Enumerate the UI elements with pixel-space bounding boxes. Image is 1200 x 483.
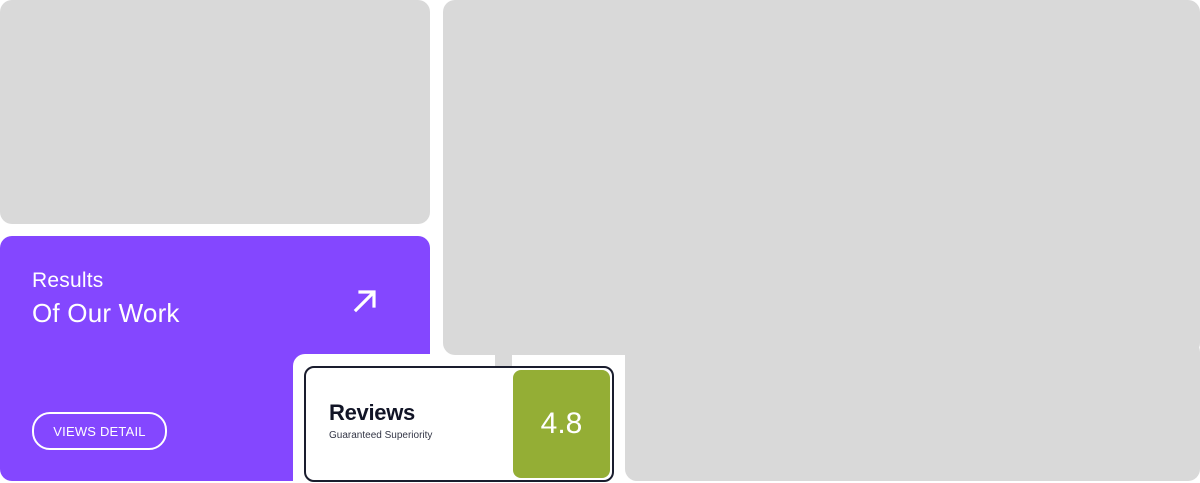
views-detail-button[interactable]: VIEWS DETAIL <box>32 412 167 450</box>
results-title-line-2: Of Our Work <box>32 298 180 328</box>
results-title-line-1: Results <box>32 269 104 292</box>
image-placeholder-right <box>443 0 1200 355</box>
rating-value: 4.8 <box>540 407 583 440</box>
rating-badge: 4.8 <box>513 370 610 478</box>
image-placeholder-connector <box>495 350 512 366</box>
image-placeholder-right-lower <box>625 340 1200 481</box>
reviews-subtitle: Guaranteed Superiority <box>329 430 433 441</box>
arrow-up-right-icon-graphic <box>353 290 376 313</box>
arrow-up-right-icon[interactable] <box>350 286 380 316</box>
image-placeholder-top-left <box>0 0 430 224</box>
reviews-title: Reviews <box>329 400 415 425</box>
